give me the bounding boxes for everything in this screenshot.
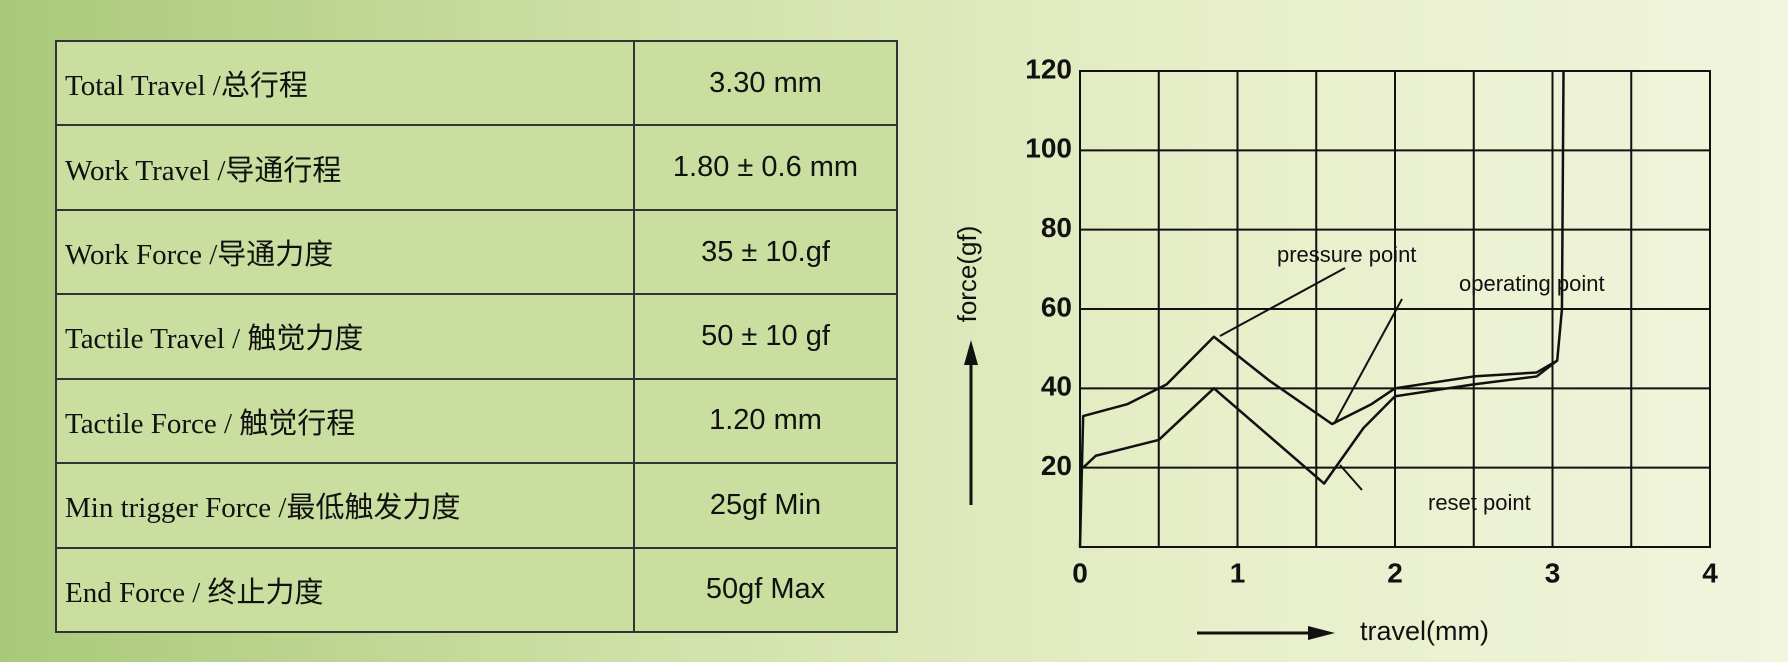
spec-row: Min trigger Force /最低触发力度 25gf Min — [55, 462, 898, 549]
spec-row: Work Force /导通力度 35 ± 10.gf — [55, 208, 898, 296]
y-tick-label: 40 — [1041, 371, 1072, 402]
x-tick-label: 0 — [1072, 557, 1088, 588]
spec-value: 50 ± 10 gf — [633, 293, 898, 380]
y-tick-label: 60 — [1041, 291, 1072, 322]
annotation: reset point — [1428, 490, 1531, 515]
x-tick-label: 1 — [1230, 557, 1246, 588]
y-tick-label: 20 — [1041, 450, 1072, 481]
y-tick-label: 80 — [1041, 212, 1072, 243]
spec-table: Total Travel /总行程 3.30 mm Work Travel /导通行… — [55, 39, 898, 634]
annotation-leader — [1219, 267, 1346, 337]
spec-value: 25gf Min — [633, 462, 898, 549]
spec-row: Total Travel /总行程 3.30 mm — [55, 39, 898, 127]
force-curve — [1082, 359, 1558, 485]
spec-value: 35 ± 10.gf — [633, 208, 898, 296]
spec-name: Tactile Force / 触觉行程 — [55, 377, 635, 465]
spec-row: Tactile Travel / 触觉力度 50 ± 10 gf — [55, 293, 898, 380]
spec-name: Tactile Travel / 触觉力度 — [55, 293, 635, 380]
spec-name: Total Travel /总行程 — [55, 39, 635, 127]
annotation-leader — [1333, 298, 1403, 425]
spec-name: Work Force /导通力度 — [55, 208, 635, 296]
spec-value: 1.80 ± 0.6 mm — [633, 124, 898, 211]
y-axis-label: force(gf) — [952, 226, 982, 323]
spec-name: Work Travel /导通行程 — [55, 124, 635, 211]
annotation: pressure point — [1277, 242, 1416, 267]
x-arrow-head — [1308, 626, 1335, 640]
chart: force(gf) travel(mm) 0 1 2 3 4 20 40 60 80 100 120… — [952, 53, 1718, 646]
annotation-leader — [1339, 464, 1363, 491]
spec-name: Min trigger Force /最低触发力度 — [55, 462, 635, 549]
spec-row: End Force / 终止力度 50gf Max — [55, 546, 898, 634]
y-tick-label: 120 — [1025, 53, 1072, 84]
spec-row: Tactile Force / 触觉行程 1.20 mm — [55, 377, 898, 465]
spec-value: 50gf Max — [633, 546, 898, 634]
x-tick-label: 2 — [1387, 557, 1403, 588]
y-arrow-head — [964, 340, 978, 365]
spec-row: Work Travel /导通行程 1.80 ± 0.6 mm — [55, 124, 898, 211]
x-tick-label: 3 — [1545, 557, 1561, 588]
annotation: operating point — [1459, 271, 1605, 296]
spec-value: 3.30 mm — [633, 39, 898, 127]
spec-value: 1.20 mm — [633, 377, 898, 465]
spec-name: End Force / 终止力度 — [55, 546, 635, 634]
x-tick-label: 4 — [1702, 557, 1718, 588]
x-axis-label: travel(mm) — [1360, 616, 1489, 646]
y-tick-label: 100 — [1025, 133, 1072, 164]
